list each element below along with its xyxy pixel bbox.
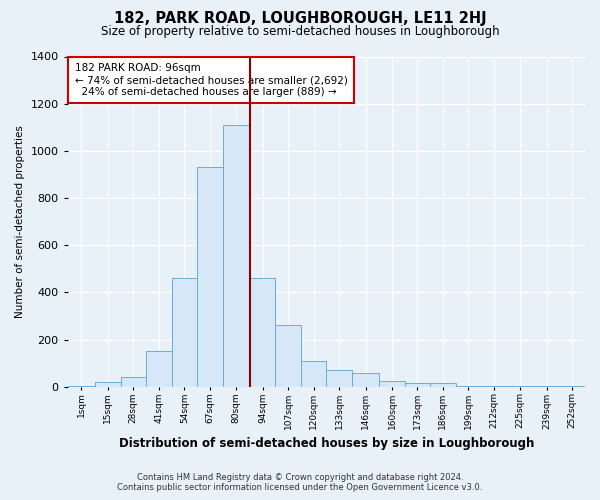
Bar: [352, 372, 379, 386]
Bar: [95, 382, 121, 386]
Bar: [172, 278, 197, 386]
Bar: [430, 383, 455, 386]
X-axis label: Distribution of semi-detached houses by size in Loughborough: Distribution of semi-detached houses by …: [119, 437, 534, 450]
Text: 182 PARK ROAD: 96sqm
← 74% of semi-detached houses are smaller (2,692)
  24% of : 182 PARK ROAD: 96sqm ← 74% of semi-detac…: [74, 64, 347, 96]
Bar: [301, 361, 326, 386]
Y-axis label: Number of semi-detached properties: Number of semi-detached properties: [15, 125, 25, 318]
Text: Size of property relative to semi-detached houses in Loughborough: Size of property relative to semi-detach…: [101, 25, 499, 38]
Bar: [146, 352, 172, 386]
Text: Contains HM Land Registry data © Crown copyright and database right 2024.
Contai: Contains HM Land Registry data © Crown c…: [118, 473, 482, 492]
Bar: [250, 278, 275, 386]
Bar: [326, 370, 352, 386]
Bar: [121, 378, 146, 386]
Bar: [197, 168, 223, 386]
Bar: [379, 381, 405, 386]
Bar: [405, 383, 430, 386]
Bar: [275, 326, 301, 386]
Text: 182, PARK ROAD, LOUGHBOROUGH, LE11 2HJ: 182, PARK ROAD, LOUGHBOROUGH, LE11 2HJ: [113, 12, 487, 26]
Bar: [223, 125, 250, 386]
